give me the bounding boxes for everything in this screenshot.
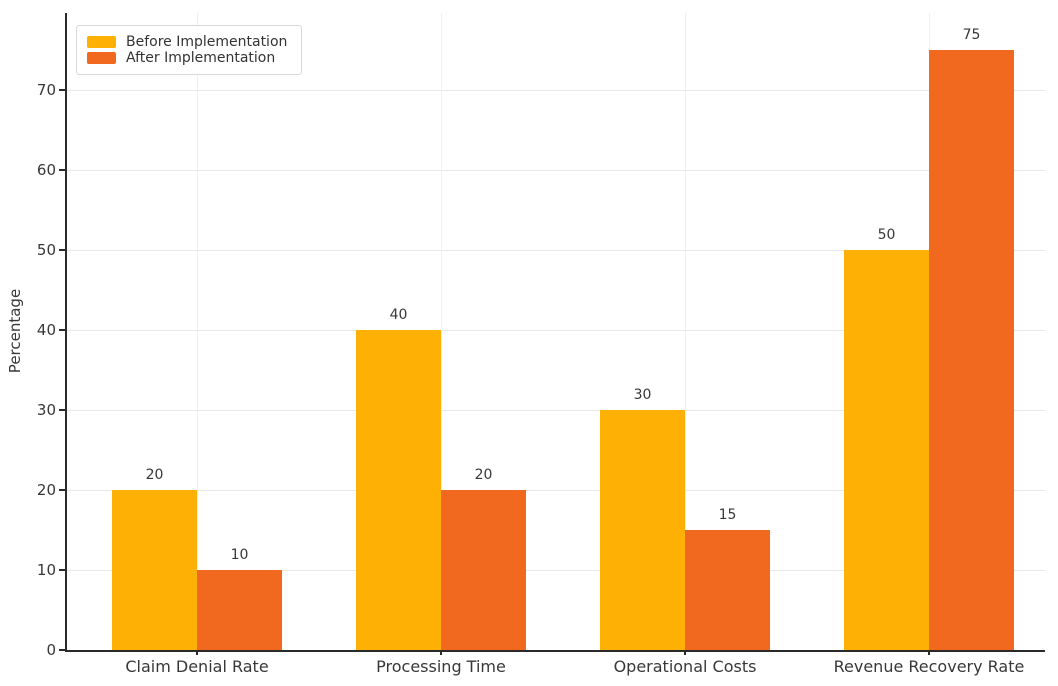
gridline-x-0 <box>197 13 198 650</box>
y-tick-label-40: 40 <box>36 321 56 339</box>
y-tick-label-70: 70 <box>36 81 56 99</box>
legend-label: After Implementation <box>126 50 276 66</box>
y-tick-label-0: 0 <box>46 641 56 659</box>
gridline-y-10 <box>67 570 1045 571</box>
x-tick-mark-3 <box>928 650 930 655</box>
bar-value-label: 50 <box>877 227 896 243</box>
y-tick-label-10: 10 <box>36 561 56 579</box>
y-tick-mark-50 <box>59 249 65 251</box>
y-axis-title: Percentage <box>6 288 24 374</box>
legend-item: Before Implementation <box>87 34 287 50</box>
x-category-label: Operational Costs <box>613 657 757 676</box>
y-axis-line <box>65 13 67 650</box>
x-tick-mark-2 <box>684 650 686 655</box>
x-tick-mark-1 <box>440 650 442 655</box>
plot-area: 20 10 40 20 30 15 50 75 <box>65 13 1045 652</box>
x-category-label: Revenue Recovery Rate <box>833 657 1025 676</box>
bar-after-implementation-3 <box>929 50 1014 650</box>
y-tick-mark-10 <box>59 569 65 571</box>
y-tick-mark-30 <box>59 409 65 411</box>
bar-value-label: 15 <box>718 507 737 523</box>
x-tick-mark-0 <box>196 650 198 655</box>
bar-after-implementation-1 <box>441 490 526 650</box>
gridline-y-60 <box>67 170 1045 171</box>
x-category-label: Claim Denial Rate <box>125 657 269 676</box>
bar-after-implementation-0 <box>197 570 282 650</box>
y-tick-mark-60 <box>59 169 65 171</box>
bar-value-label: 20 <box>145 467 164 483</box>
legend-swatch-before-implementation <box>87 36 116 48</box>
bar-value-label: 10 <box>230 547 249 563</box>
y-tick-mark-70 <box>59 89 65 91</box>
bar-before-implementation-3 <box>844 250 929 650</box>
gridline-y-50 <box>67 250 1045 251</box>
gridline-y-70 <box>67 90 1045 91</box>
gridline-y-40 <box>67 330 1045 331</box>
legend: Before Implementation After Implementatio… <box>76 25 303 75</box>
gridline-y-20 <box>67 490 1045 491</box>
legend-item: After Implementation <box>87 50 287 66</box>
bar-before-implementation-0 <box>112 490 197 650</box>
legend-items: Before Implementation After Implementatio… <box>87 34 287 66</box>
legend-label: Before Implementation <box>126 34 288 50</box>
y-tick-label-60: 60 <box>36 161 56 179</box>
gridline-x-2 <box>685 13 686 650</box>
y-tick-label-20: 20 <box>36 481 56 499</box>
bar-value-label: 75 <box>962 27 981 43</box>
bar-value-label: 20 <box>474 467 493 483</box>
bar-after-implementation-2 <box>685 530 770 650</box>
gridline-y-30 <box>67 410 1045 411</box>
gridline-x-1 <box>441 13 442 650</box>
x-category-label: Processing Time <box>376 657 506 676</box>
bar-before-implementation-2 <box>600 410 685 650</box>
y-tick-mark-40 <box>59 329 65 331</box>
bar-before-implementation-1 <box>356 330 441 650</box>
y-tick-label-50: 50 <box>36 241 56 259</box>
y-tick-mark-20 <box>59 489 65 491</box>
x-axis-line <box>65 650 1045 652</box>
bar-value-label: 30 <box>633 387 652 403</box>
y-tick-mark-0 <box>59 649 65 651</box>
y-tick-label-30: 30 <box>36 401 56 419</box>
legend-swatch-after-implementation <box>87 52 116 64</box>
bar-value-label: 40 <box>389 307 408 323</box>
